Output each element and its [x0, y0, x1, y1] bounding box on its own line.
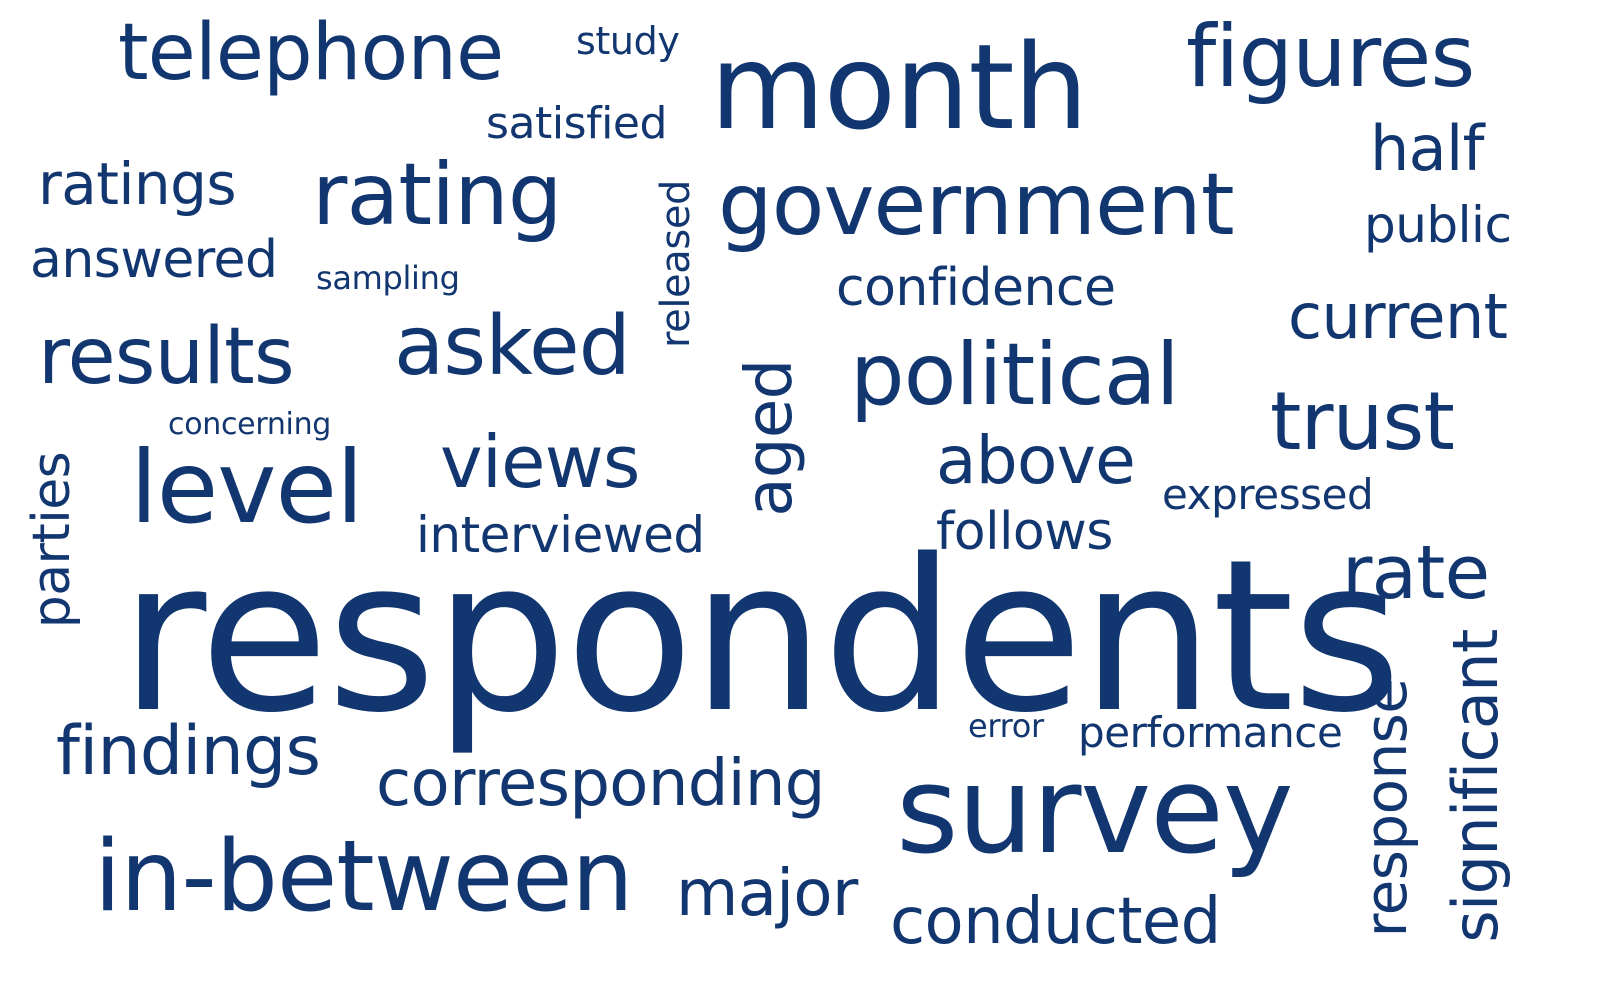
- word-above: above: [936, 422, 1136, 499]
- word-follows: follows: [936, 502, 1113, 562]
- word-response: response: [1352, 678, 1420, 938]
- word-level: level: [130, 429, 364, 546]
- word-corresponding: corresponding: [376, 747, 825, 821]
- word-trust: trust: [1270, 375, 1455, 468]
- word-conducted: conducted: [890, 885, 1221, 959]
- word-parties: parties: [22, 451, 82, 629]
- word-findings: findings: [56, 712, 321, 791]
- word-results: results: [38, 312, 295, 402]
- word-public: public: [1364, 196, 1512, 254]
- word-interviewed: interviewed: [416, 506, 705, 564]
- word-political: political: [850, 325, 1180, 425]
- word-telephone: telephone: [118, 8, 504, 98]
- word-concerning: concerning: [168, 407, 332, 442]
- word-major: major: [676, 857, 858, 931]
- word-asked: asked: [394, 299, 631, 394]
- word-aged: aged: [733, 359, 807, 517]
- word-sampling: sampling: [316, 259, 460, 297]
- word-in-between: in-between: [94, 820, 634, 934]
- word-rating: rating: [312, 145, 562, 245]
- word-current: current: [1288, 280, 1508, 353]
- word-expressed: expressed: [1162, 470, 1374, 519]
- word-rate: rate: [1342, 530, 1490, 616]
- word-satisfied: satisfied: [486, 98, 668, 149]
- word-half: half: [1370, 112, 1484, 185]
- word-study: study: [576, 19, 680, 63]
- word-ratings: ratings: [38, 150, 237, 218]
- word-views: views: [440, 420, 640, 504]
- word-performance: performance: [1078, 708, 1343, 757]
- word-released: released: [653, 179, 699, 349]
- word-month: month: [710, 18, 1088, 156]
- word-survey: survey: [896, 742, 1294, 881]
- word-confidence: confidence: [836, 258, 1116, 318]
- word-answered: answered: [30, 230, 278, 290]
- word-figures: figures: [1186, 7, 1475, 107]
- word-significant: significant: [1439, 629, 1512, 943]
- word-government: government: [718, 155, 1235, 255]
- word-error: error: [968, 707, 1044, 745]
- word-respondents: respondents: [120, 514, 1402, 759]
